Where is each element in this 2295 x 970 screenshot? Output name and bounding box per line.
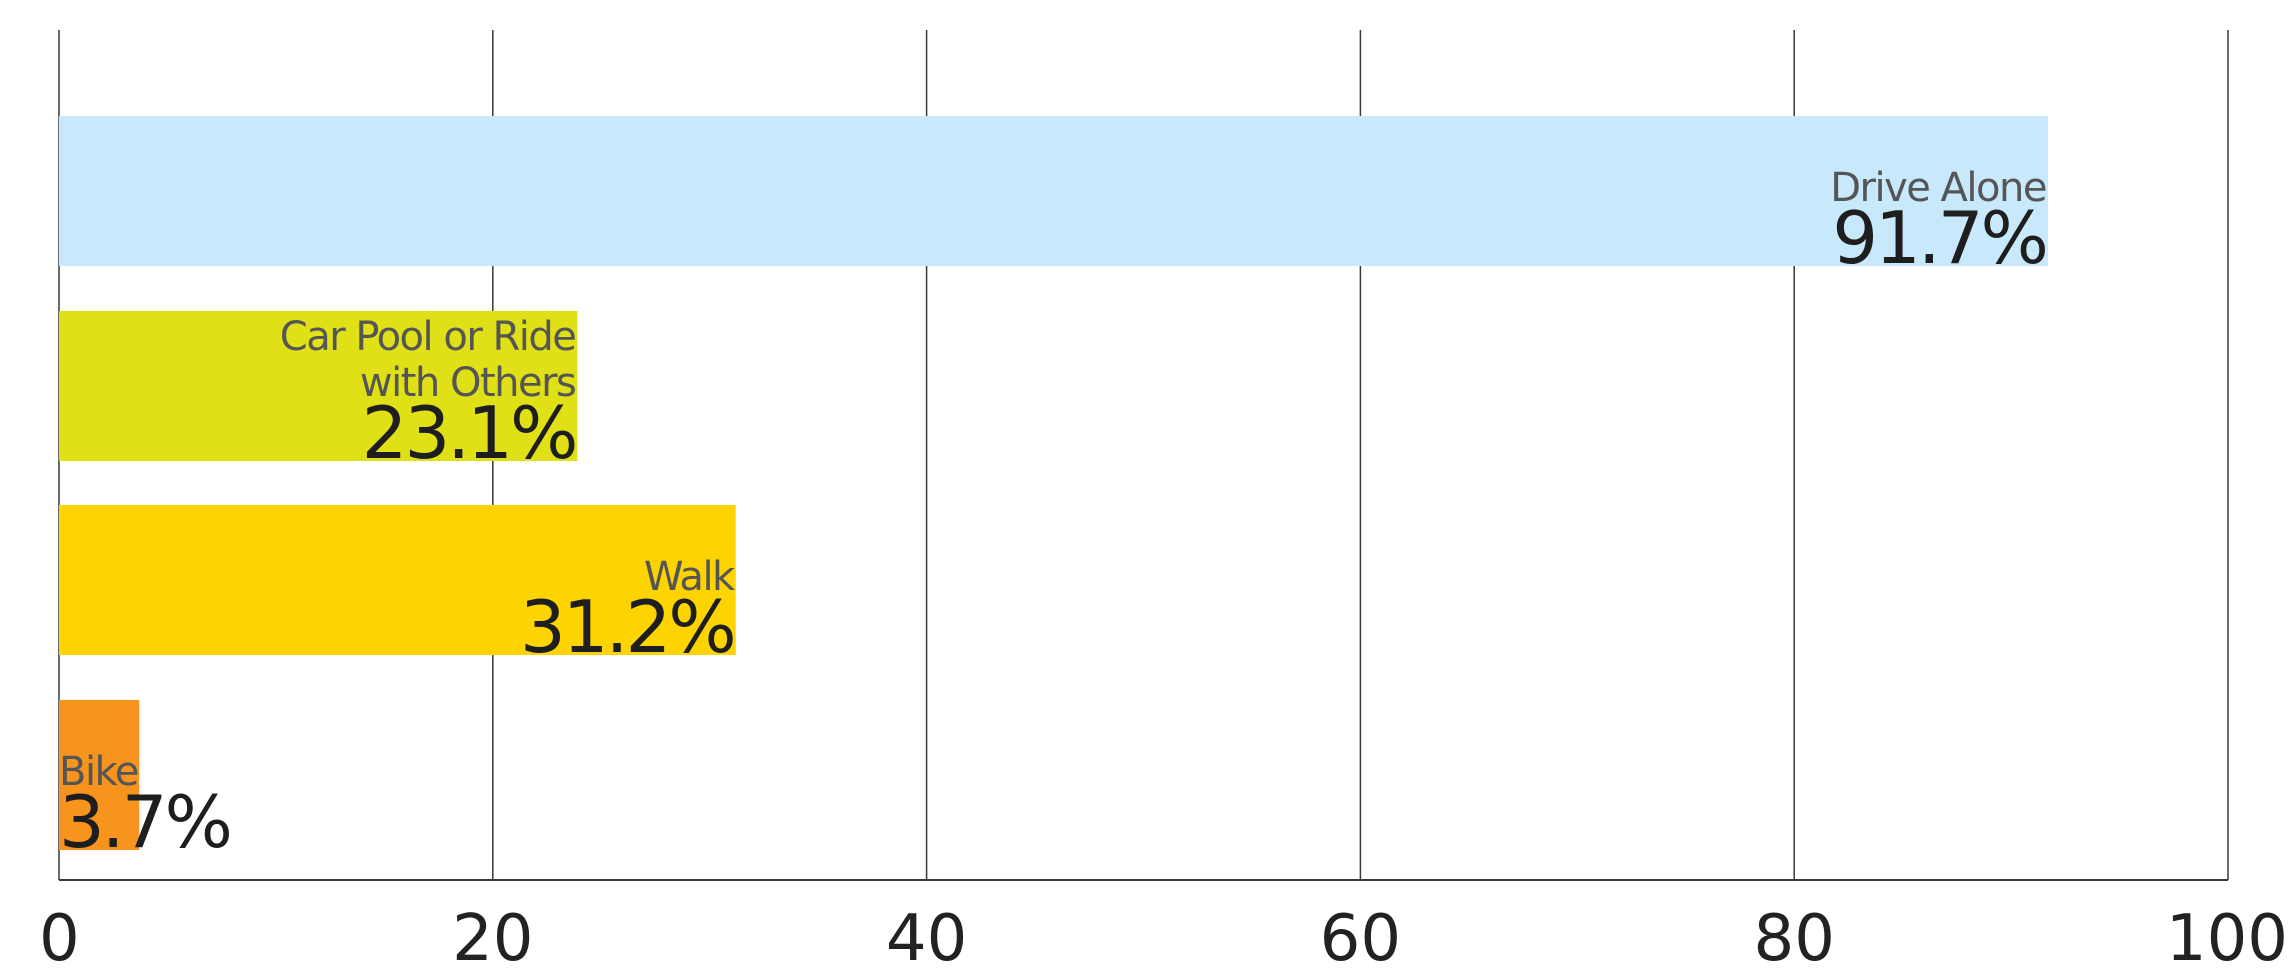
- x-tick-label-0: 0: [39, 902, 80, 970]
- x-tick-label-40: 40: [886, 902, 967, 970]
- bar-name-label: Walk: [644, 554, 736, 600]
- bar-name-label: Car Pool or Ride: [280, 314, 576, 360]
- bar-value-label: 23.1%: [362, 391, 576, 475]
- x-tick-label-80: 80: [1753, 902, 1834, 970]
- bar-name-label: Bike: [59, 749, 138, 795]
- bar-value-label: 3.7%: [59, 780, 230, 864]
- bar-bike: [59, 700, 140, 850]
- x-tick-label-60: 60: [1320, 902, 1401, 970]
- bar-name-label: Drive Alone: [1830, 165, 2046, 211]
- bar-name-label: with Others: [360, 360, 576, 406]
- bar-value-label: 31.2%: [520, 585, 734, 669]
- x-tick-label-20: 20: [452, 902, 533, 970]
- bar-value-label: 91.7%: [1832, 196, 2046, 280]
- bar-car-pool-or-ride-with-others: [59, 311, 578, 461]
- tick-label-layer: 0 20 40 60 80 100: [39, 902, 2288, 970]
- x-tick-label-100: 100: [2166, 902, 2288, 970]
- bar-walk: [59, 505, 736, 655]
- bar-drive-alone: [59, 116, 2048, 266]
